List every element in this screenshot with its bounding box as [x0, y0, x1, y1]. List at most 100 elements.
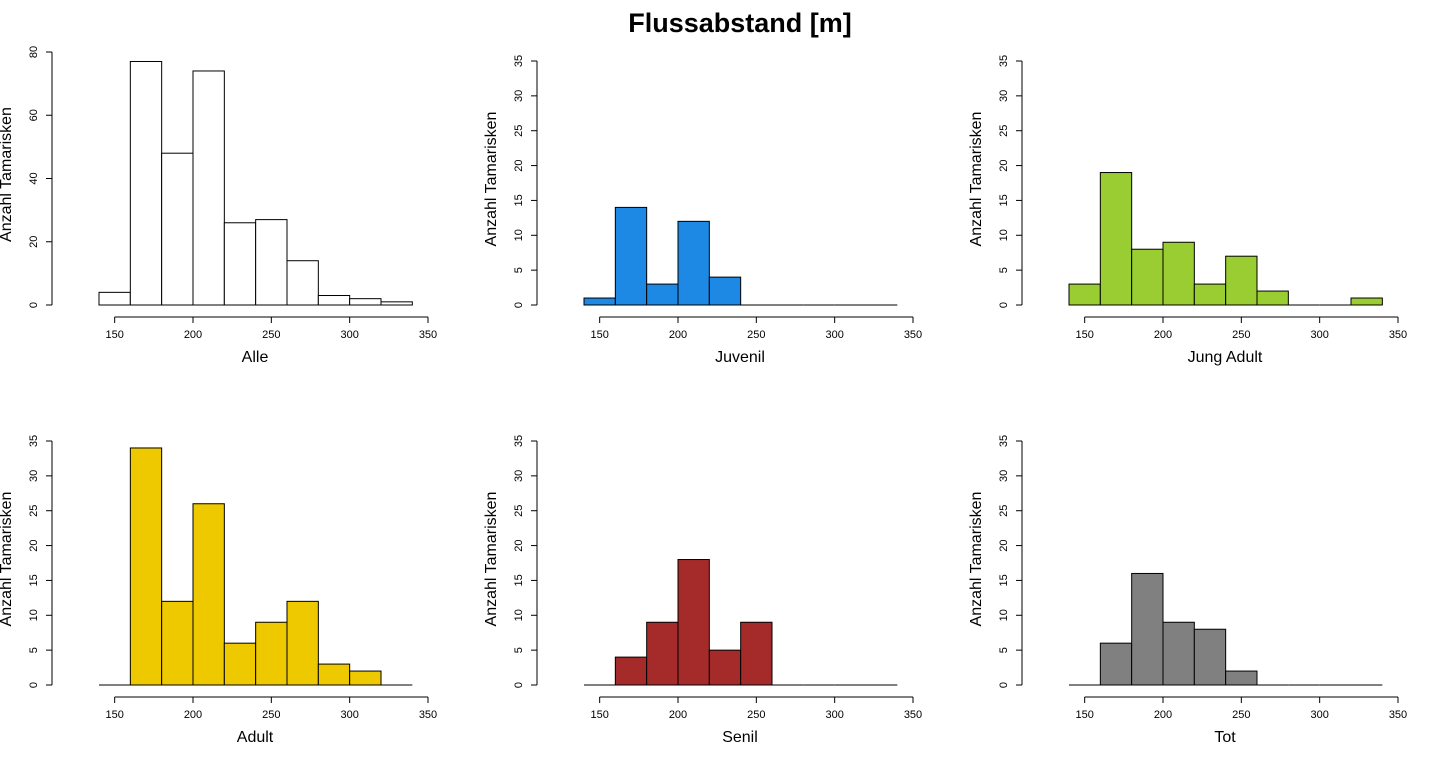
y-tick-label: 5 — [998, 647, 1010, 653]
x-axis: 150 200 250 300 350 — [1075, 316, 1407, 341]
histogram-bar — [646, 283, 679, 306]
histogram-bar — [286, 260, 319, 306]
y-tick-label: 15 — [513, 574, 525, 586]
histogram-bar — [614, 656, 648, 686]
x-axis-label: Senil — [722, 729, 758, 746]
x-axis-label: Adult — [237, 729, 274, 746]
y-tick-label: 0 — [28, 302, 40, 308]
histogram-bar — [161, 600, 194, 686]
histogram-bar — [1099, 172, 1133, 306]
y-tick-label: 10 — [998, 229, 1010, 241]
histogram-bar — [677, 559, 710, 686]
y-tick-label: 10 — [998, 609, 1010, 621]
y-tick-label: 20 — [998, 159, 1010, 171]
histogram-panel-6: 150 200 250 300 350 Tot 0 5 10 15 20 25 30 35 Anzahl T… — [968, 435, 1407, 746]
x-tick-label: 150 — [590, 709, 608, 721]
histogram-bar — [349, 298, 382, 306]
y-tick-label: 80 — [28, 46, 40, 58]
histogram-bar — [646, 621, 679, 686]
x-tick-label: 200 — [669, 709, 687, 721]
histogram-bar — [1225, 670, 1258, 686]
x-tick-label: 350 — [904, 329, 922, 341]
x-tick-label: 150 — [105, 329, 123, 341]
y-tick-label: 0 — [513, 682, 525, 688]
y-tick-label: 35 — [28, 435, 40, 447]
y-axis-label: Anzahl Tamarisken — [0, 492, 15, 627]
histogram-bar — [1193, 283, 1227, 306]
y-tick-label: 15 — [28, 574, 40, 586]
x-axis-label: Jung Adult — [1188, 349, 1263, 366]
histogram-panel-2: 150 200 250 300 350 Juvenil 0 5 10 15 20 25 30 35 Anza… — [483, 55, 922, 366]
y-tick-label: 20 — [28, 539, 40, 551]
x-tick-label: 200 — [1154, 709, 1172, 721]
histogram-bar — [317, 295, 351, 306]
y-tick-label: 25 — [513, 505, 525, 517]
histogram-bar — [1193, 628, 1227, 686]
y-tick-label: 0 — [513, 302, 525, 308]
histogram-panel-1: 150 200 250 300 350 Alle 0 20 40 60 80 Anzahl Tamar… — [0, 46, 437, 366]
y-tick-label: 15 — [998, 194, 1010, 206]
histogram-bar — [192, 70, 225, 306]
x-tick-label: 300 — [825, 329, 843, 341]
histogram-bar — [349, 670, 382, 686]
histogram-bar — [614, 206, 648, 306]
y-tick-label: 35 — [998, 55, 1010, 67]
x-tick-label: 200 — [669, 329, 687, 341]
y-tick-label: 30 — [513, 90, 525, 102]
x-axis-label: Alle — [242, 349, 269, 366]
y-tick-label: 60 — [28, 109, 40, 121]
y-tick-label: 20 — [513, 539, 525, 551]
y-axis: 0 5 10 15 20 25 30 35 — [28, 435, 53, 688]
y-tick-label: 25 — [998, 125, 1010, 137]
y-tick-label: 15 — [513, 194, 525, 206]
x-tick-label: 250 — [747, 329, 765, 341]
histogram-bar — [1131, 572, 1164, 686]
histogram-bar — [255, 621, 288, 686]
x-tick-label: 350 — [1389, 709, 1407, 721]
y-tick-label: 30 — [998, 470, 1010, 482]
y-tick-label: 10 — [513, 609, 525, 621]
histogram-bar — [708, 276, 742, 306]
y-tick-label: 0 — [28, 682, 40, 688]
y-axis-label: Anzahl Tamarisken — [0, 107, 15, 242]
y-tick-label: 5 — [28, 647, 40, 653]
x-axis: 150 200 250 300 350 — [590, 696, 922, 721]
y-axis: 0 5 10 15 20 25 30 35 — [513, 55, 538, 308]
x-tick-label: 150 — [1075, 709, 1093, 721]
histogram-panel-3: 150 200 250 300 350 Jung Adult 0 5 10 15 20 25 30 35 A… — [968, 55, 1407, 366]
histogram-bar — [286, 600, 319, 686]
y-tick-label: 10 — [28, 609, 40, 621]
y-tick-label: 5 — [513, 267, 525, 273]
y-axis: 0 20 40 60 80 — [28, 46, 53, 308]
x-tick-label: 350 — [419, 709, 437, 721]
y-axis-label: Anzahl Tamarisken — [968, 112, 985, 247]
histogram-bar — [129, 447, 163, 686]
x-tick-label: 200 — [184, 709, 202, 721]
page-title: Flussabstand [m] — [628, 8, 852, 38]
histogram-bar — [223, 222, 257, 306]
y-axis: 0 5 10 15 20 25 30 35 — [513, 435, 538, 688]
x-tick-label: 150 — [590, 329, 608, 341]
y-tick-label: 40 — [28, 172, 40, 184]
y-tick-label: 25 — [513, 125, 525, 137]
x-tick-label: 300 — [340, 709, 358, 721]
x-tick-label: 250 — [1232, 329, 1250, 341]
y-tick-label: 35 — [998, 435, 1010, 447]
histogram-bar — [1225, 255, 1258, 306]
y-axis-label: Anzahl Tamarisken — [483, 492, 500, 627]
y-axis: 0 5 10 15 20 25 30 35 — [998, 55, 1023, 308]
x-tick-label: 250 — [747, 709, 765, 721]
histogram-bar — [708, 649, 742, 686]
x-tick-label: 300 — [340, 329, 358, 341]
y-tick-label: 25 — [28, 505, 40, 517]
y-tick-label: 10 — [513, 229, 525, 241]
x-axis: 150 200 250 300 350 — [105, 696, 437, 721]
histogram-panel-4: 150 200 250 300 350 Adult 0 5 10 15 20 25 30 35 Anzahl… — [0, 435, 437, 746]
histogram-bar — [1256, 290, 1289, 306]
histogram-bar — [192, 503, 225, 686]
y-tick-label: 5 — [998, 267, 1010, 273]
y-tick-label: 20 — [513, 159, 525, 171]
x-tick-label: 200 — [1154, 329, 1172, 341]
x-tick-label: 250 — [262, 709, 280, 721]
